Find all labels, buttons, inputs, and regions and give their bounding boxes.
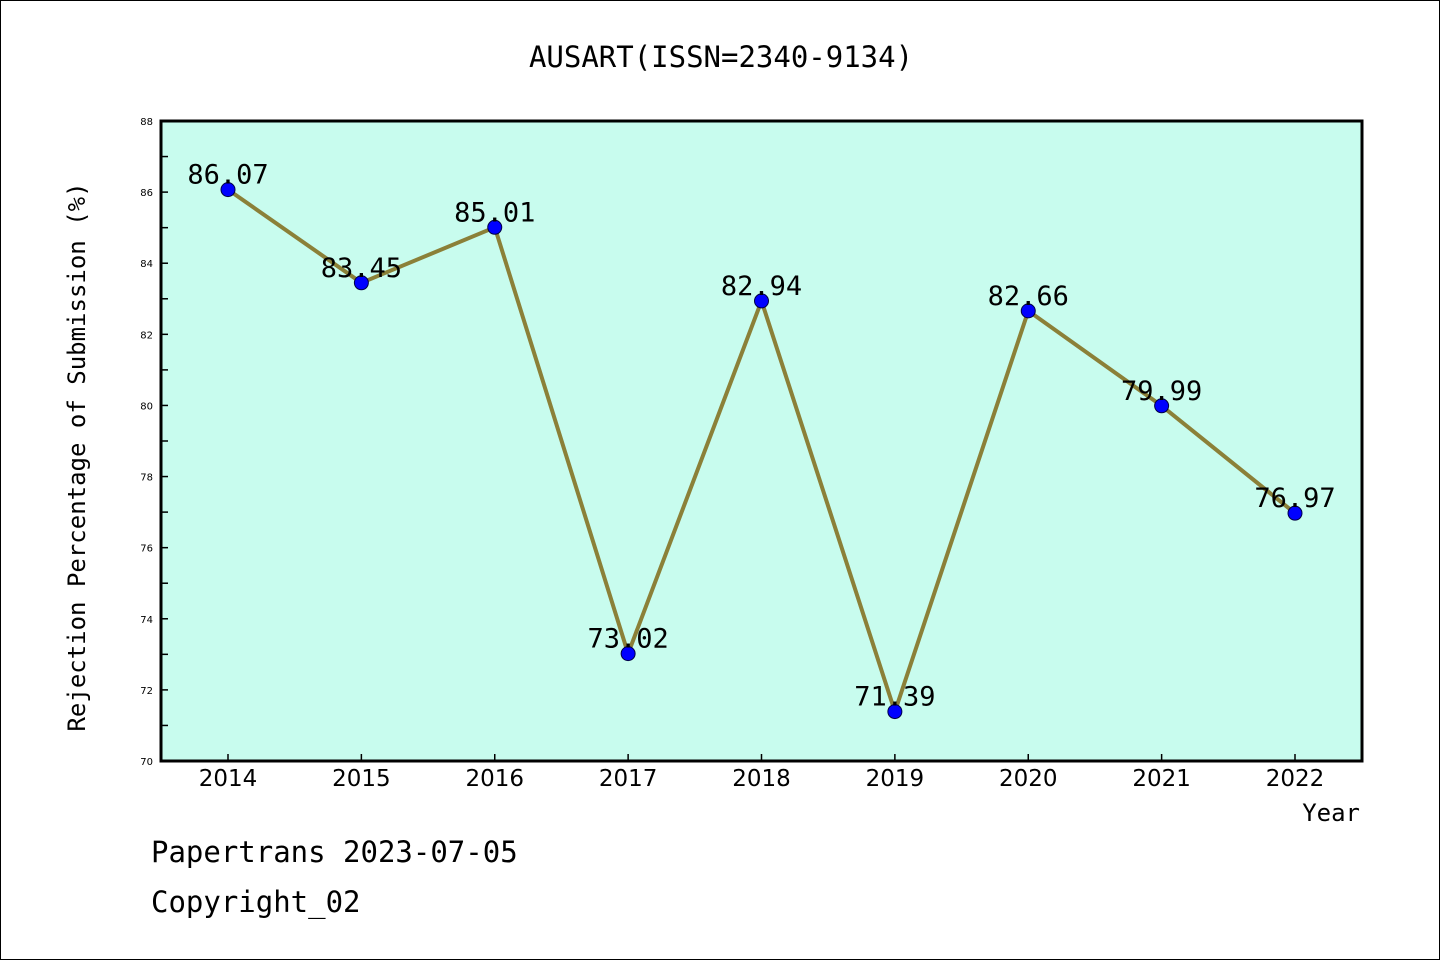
data-label: 86.07 (187, 160, 268, 191)
data-point (1154, 398, 1170, 414)
y-tick-label: 74 (140, 615, 153, 626)
data-labels: 86.07 83.45 85.01 73.02 82.94 71.39 82.66 79.99… (187, 160, 1335, 713)
series-layer (220, 182, 1303, 720)
y-tick-label: 88 (140, 117, 153, 128)
y-axis-label: Rejection Percentage of Submission (%) (63, 182, 91, 731)
y-tick-label: 84 (140, 259, 153, 270)
data-label: 71.39 (854, 682, 935, 713)
data-label: 73.02 (587, 624, 668, 655)
data-point (220, 182, 236, 198)
y-tick-label: 80 (140, 401, 153, 412)
x-axis-label: Year (1302, 799, 1360, 827)
x-tick-label: 2019 (866, 766, 925, 792)
data-point (1287, 505, 1303, 521)
data-label: 83.45 (321, 253, 402, 284)
data-label: 82.66 (988, 281, 1069, 312)
data-label: 82.94 (721, 271, 802, 302)
chart-title: AUSART(ISSN=2340-9134) (529, 40, 913, 74)
data-point (487, 219, 503, 235)
y-tick-label: 72 (140, 686, 153, 697)
plot-area (161, 121, 1362, 761)
x-tick-label: 2020 (999, 766, 1058, 792)
x-tick-label: 2015 (332, 766, 391, 792)
y-tick-label: 78 (140, 473, 153, 484)
data-point (353, 275, 369, 291)
data-label: 79.99 (1121, 376, 1202, 407)
x-tick-label: 2017 (599, 766, 658, 792)
footer-papertrans: Papertrans 2023-07-05 (151, 835, 518, 869)
data-point (1020, 303, 1036, 319)
data-point (620, 646, 636, 662)
data-point (754, 293, 769, 309)
plot-frame (159, 119, 1364, 763)
y-tick-label: 86 (140, 188, 153, 199)
data-point (887, 704, 903, 720)
y-tick-label: 76 (140, 544, 153, 555)
axis-ticks: 70 72 74 76 78 80 82 84 86 88 2014 2015 2016 2017 2018… (140, 117, 1324, 792)
x-tick-label: 2021 (1132, 766, 1191, 792)
x-tick-label: 2014 (199, 766, 258, 792)
x-tick-label: 2016 (465, 766, 524, 792)
x-tick-label: 2018 (732, 766, 791, 792)
data-label: 76.97 (1254, 483, 1335, 514)
x-tick-label: 2022 (1266, 766, 1325, 792)
y-tick-label: 70 (140, 757, 153, 768)
footer-copyright: Copyright_02 (151, 885, 361, 919)
y-tick-label: 82 (140, 330, 153, 341)
data-label: 85.01 (454, 197, 535, 228)
